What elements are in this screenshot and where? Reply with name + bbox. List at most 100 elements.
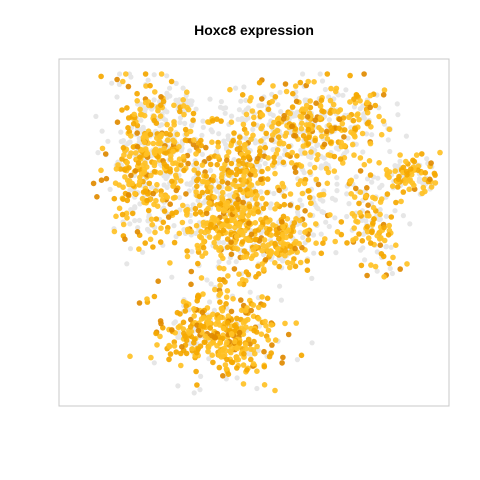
- cell-point-unexpressed: [332, 215, 338, 221]
- cell-point-expressed: [169, 210, 175, 217]
- cell-point-unexpressed: [362, 257, 368, 263]
- cell-point-expressed: [263, 323, 269, 329]
- cell-point-unexpressed: [171, 223, 177, 229]
- cell-point-expressed: [160, 219, 167, 226]
- cell-point-expressed: [357, 189, 364, 195]
- cell-point-expressed: [124, 105, 130, 111]
- cell-point-expressed: [245, 237, 252, 244]
- cell-point-expressed: [210, 173, 217, 180]
- cell-point-unexpressed: [259, 102, 265, 109]
- cell-point-expressed: [371, 216, 377, 222]
- cell-point-expressed: [206, 314, 213, 321]
- cell-point-expressed: [258, 176, 264, 183]
- cell-point-expressed: [305, 188, 312, 194]
- cell-point-unexpressed: [199, 132, 205, 138]
- cell-point-expressed: [211, 215, 218, 221]
- cell-point-expressed: [192, 211, 199, 217]
- cell-point-unexpressed: [364, 176, 371, 182]
- cell-point-unexpressed: [135, 225, 141, 231]
- cell-point-expressed: [239, 203, 246, 210]
- cell-point-expressed: [224, 356, 230, 363]
- cell-point-expressed: [154, 181, 160, 188]
- cell-point-expressed: [411, 158, 418, 165]
- cell-point-expressed: [264, 295, 271, 302]
- cell-point-unexpressed: [318, 231, 324, 237]
- cell-point-expressed: [199, 162, 206, 168]
- cell-point-expressed: [350, 131, 356, 137]
- cell-point-expressed: [212, 286, 218, 293]
- cell-point-expressed: [151, 293, 158, 300]
- cell-point-expressed: [223, 294, 230, 301]
- cell-point-unexpressed: [187, 148, 193, 154]
- cell-point-expressed: [273, 250, 280, 257]
- cell-point-expressed: [132, 150, 139, 156]
- cell-point-unexpressed: [277, 89, 283, 95]
- cell-point-unexpressed: [105, 138, 111, 144]
- cell-point-expressed: [313, 240, 319, 246]
- cell-point-expressed: [202, 333, 209, 340]
- cell-point-unexpressed: [348, 125, 354, 131]
- cell-point-expressed: [317, 115, 324, 121]
- cell-point-expressed: [269, 124, 275, 130]
- cell-point-expressed: [219, 308, 226, 314]
- cell-point-expressed: [122, 236, 128, 242]
- cell-point-expressed: [172, 194, 178, 201]
- cell-point-expressed: [194, 183, 200, 190]
- cell-point-expressed: [289, 104, 296, 110]
- cell-point-expressed: [402, 180, 409, 186]
- cell-point-expressed: [369, 229, 375, 236]
- cell-point-unexpressed: [199, 151, 205, 157]
- cell-point-expressed: [186, 330, 192, 336]
- cell-point-expressed: [155, 278, 161, 285]
- cell-point-expressed: [113, 166, 120, 172]
- cell-point-expressed: [167, 351, 174, 357]
- cell-point-expressed: [144, 197, 150, 204]
- cell-point-expressed: [220, 165, 227, 171]
- cell-point-expressed: [319, 133, 325, 140]
- cell-point-expressed: [304, 114, 311, 120]
- cell-point-expressed: [193, 151, 199, 157]
- cell-point-expressed: [90, 180, 97, 187]
- cell-point-expressed: [393, 199, 399, 206]
- cell-point-unexpressed: [175, 383, 181, 389]
- cell-point-expressed: [183, 303, 189, 309]
- cell-point-expressed: [313, 221, 319, 227]
- cell-point-expressed: [128, 133, 134, 139]
- cell-point-expressed: [364, 109, 371, 116]
- cell-point-expressed: [259, 112, 266, 118]
- cell-point-expressed: [252, 350, 258, 357]
- cell-point-expressed: [219, 194, 225, 200]
- cell-point-expressed: [293, 98, 300, 105]
- cell-point-expressed: [353, 92, 360, 98]
- cell-point-unexpressed: [236, 107, 242, 113]
- cell-point-unexpressed: [216, 259, 222, 265]
- cell-point-expressed: [231, 130, 237, 136]
- cell-point-expressed: [286, 143, 292, 150]
- cell-point-expressed: [204, 220, 210, 227]
- cell-point-expressed: [200, 244, 207, 251]
- cell-point-expressed: [151, 201, 157, 208]
- cell-point-unexpressed: [346, 201, 352, 207]
- cell-point-expressed: [361, 161, 368, 168]
- cell-point-unexpressed: [280, 258, 286, 264]
- cell-point-expressed: [432, 180, 439, 186]
- cell-point-expressed: [366, 213, 372, 219]
- cell-point-expressed: [422, 170, 429, 176]
- cell-point-unexpressed: [109, 80, 115, 86]
- cell-point-expressed: [271, 119, 277, 126]
- cell-point-expressed: [225, 180, 231, 186]
- cell-point-expressed: [259, 261, 266, 267]
- cell-point-unexpressed: [216, 239, 222, 245]
- cell-point-unexpressed: [258, 189, 264, 195]
- cell-point-expressed: [271, 159, 278, 165]
- cell-point-expressed: [244, 367, 250, 373]
- cell-point-expressed: [167, 131, 173, 138]
- cell-point-expressed: [167, 168, 173, 175]
- cell-point-expressed: [240, 155, 247, 161]
- cell-point-expressed: [406, 186, 413, 193]
- cell-point-expressed: [211, 239, 217, 246]
- cell-point-expressed: [205, 344, 212, 351]
- cell-point-expressed: [283, 88, 290, 95]
- cell-point-expressed: [240, 121, 247, 128]
- cell-point-unexpressed: [173, 97, 179, 103]
